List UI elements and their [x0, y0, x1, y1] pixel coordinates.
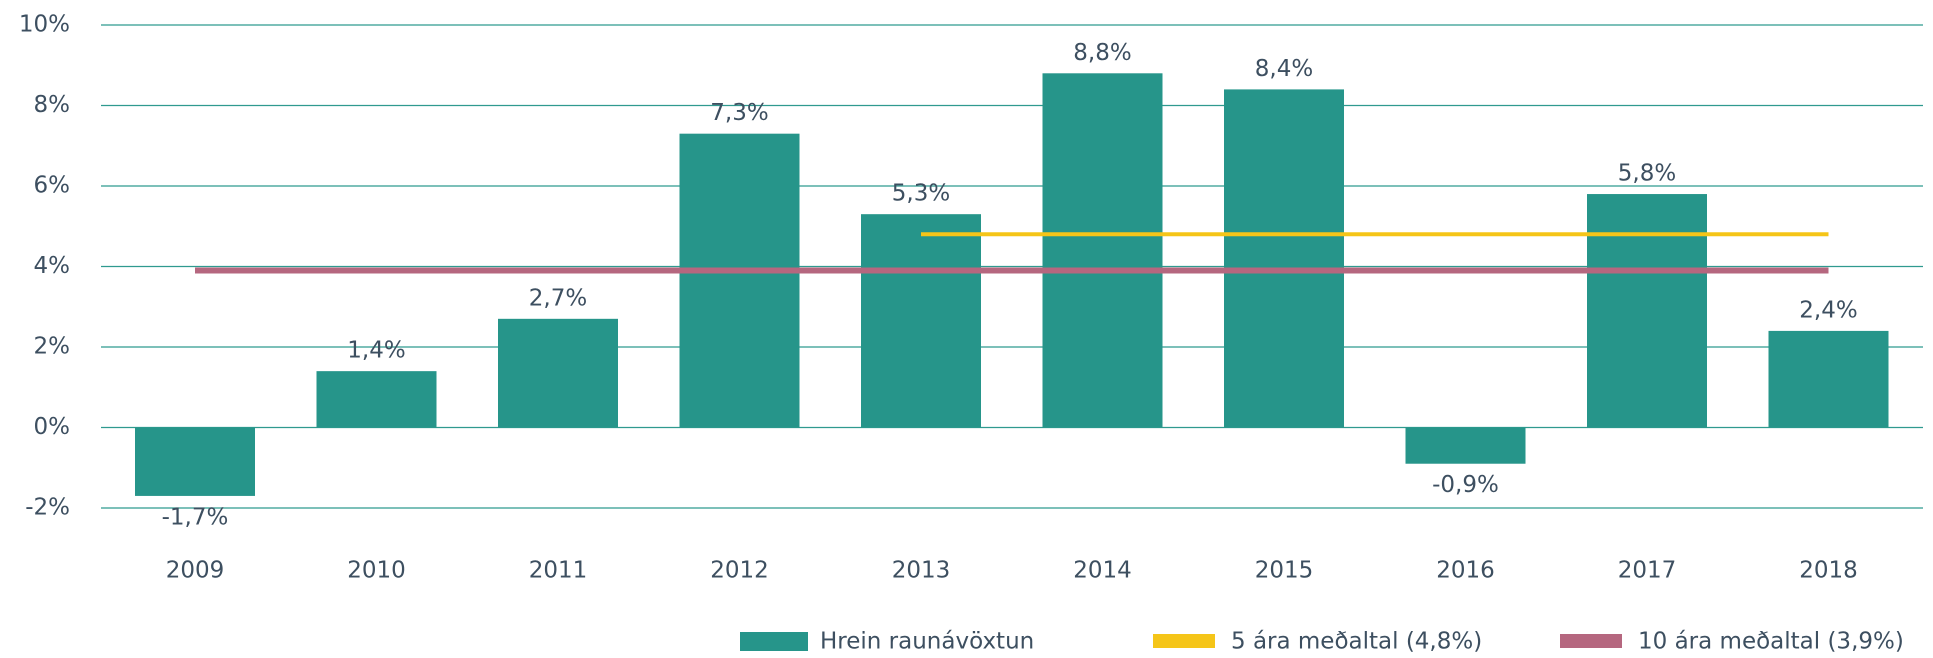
- data-label: 1,4%: [347, 338, 405, 364]
- legend-swatch: [1153, 634, 1215, 648]
- data-label: 2,4%: [1799, 297, 1857, 323]
- y-tick-label: 2%: [34, 334, 71, 360]
- legend-label: 5 ára meðaltal (4,8%): [1231, 629, 1482, 655]
- y-tick-label: -2%: [25, 495, 70, 521]
- legend-swatch: [740, 632, 808, 651]
- x-tick-label: 2017: [1618, 558, 1677, 584]
- bar: [861, 214, 981, 428]
- legend-swatch: [1560, 634, 1622, 648]
- bar: [1587, 194, 1707, 428]
- data-label: 8,4%: [1255, 56, 1313, 82]
- data-label: 2,7%: [529, 285, 587, 311]
- bar: [1405, 427, 1526, 464]
- y-tick-label: 8%: [34, 92, 71, 118]
- bar: [1042, 73, 1163, 428]
- bar: [135, 427, 255, 496]
- legend-label: 10 ára meðaltal (3,9%): [1638, 629, 1904, 655]
- bar: [498, 318, 618, 428]
- data-label: -0,9%: [1432, 472, 1499, 498]
- x-tick-label: 2013: [892, 558, 951, 584]
- x-tick-label: 2010: [347, 558, 406, 584]
- x-tick-label: 2011: [529, 558, 588, 584]
- y-tick-label: 4%: [34, 253, 71, 279]
- bar: [1768, 330, 1889, 428]
- x-tick-label: 2014: [1073, 558, 1132, 584]
- data-label: 5,8%: [1618, 161, 1676, 187]
- legend-label: Hrein raunávöxtun: [820, 629, 1034, 655]
- data-label: 8,8%: [1073, 40, 1131, 66]
- y-tick-label: 10%: [19, 12, 70, 38]
- bar: [1224, 89, 1344, 428]
- x-tick-label: 2016: [1436, 558, 1495, 584]
- x-tick-label: 2018: [1799, 558, 1858, 584]
- x-tick-label: 2009: [166, 558, 225, 584]
- x-tick-label: 2015: [1255, 558, 1314, 584]
- bar: [679, 133, 800, 428]
- y-tick-label: 0%: [34, 414, 71, 440]
- data-label: 7,3%: [710, 100, 768, 126]
- x-tick-label: 2012: [710, 558, 769, 584]
- data-label: 5,3%: [892, 181, 950, 207]
- y-tick-label: 6%: [34, 173, 71, 199]
- data-label: -1,7%: [162, 504, 229, 530]
- bar: [316, 371, 437, 428]
